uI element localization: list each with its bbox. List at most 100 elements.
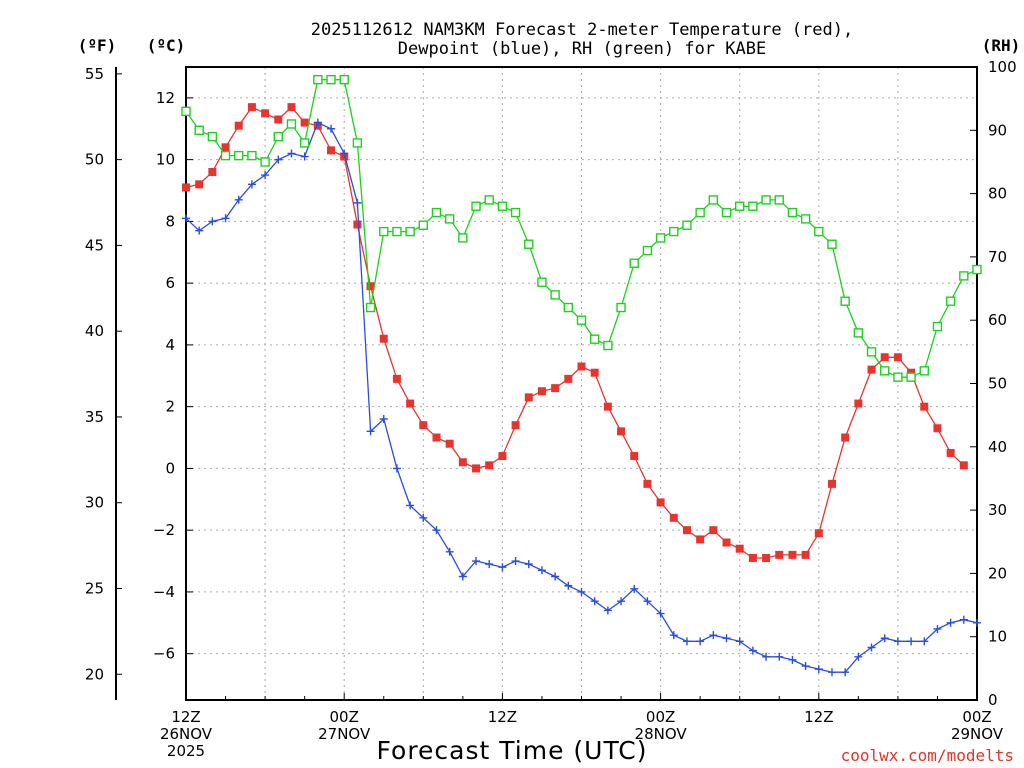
temperature-point bbox=[748, 553, 757, 562]
x-tick-label: 27NOV bbox=[318, 725, 371, 743]
rh-point bbox=[365, 302, 376, 313]
dewpoint-point bbox=[814, 665, 823, 674]
temperature-point bbox=[630, 452, 639, 461]
rh-point bbox=[589, 334, 600, 344]
temperature-point bbox=[498, 452, 507, 461]
x-tick-label: 12Z bbox=[804, 708, 833, 726]
temperature-point bbox=[458, 458, 467, 467]
rh-point bbox=[444, 214, 455, 224]
dewpoint-point bbox=[682, 637, 691, 646]
dewpoint-point bbox=[617, 597, 626, 606]
rh-point bbox=[932, 321, 943, 332]
celsius-tick-label: 6 bbox=[165, 274, 175, 292]
rh-point bbox=[880, 366, 890, 376]
temperature-point bbox=[709, 526, 718, 535]
dewpoint-point bbox=[775, 652, 784, 661]
celsius-tick-label: 8 bbox=[165, 212, 175, 230]
dewpoint-point bbox=[221, 214, 230, 223]
temperature-point bbox=[537, 387, 546, 396]
rh-point bbox=[537, 277, 547, 287]
temperature-point bbox=[603, 402, 612, 411]
rh-unit-label: (RH) bbox=[982, 36, 1021, 55]
celsius-tick-label: 12 bbox=[156, 89, 175, 107]
rh-point bbox=[326, 74, 336, 85]
dewpoint-point bbox=[379, 415, 388, 424]
rh-tick-label: 80 bbox=[988, 185, 1007, 203]
temperature-point bbox=[287, 103, 296, 112]
grid-lines bbox=[186, 67, 977, 700]
dewpoint-point bbox=[788, 655, 797, 664]
x-tick-label: 00Z bbox=[962, 708, 991, 726]
temperature-point bbox=[511, 421, 520, 430]
temperature-point bbox=[261, 109, 270, 118]
celsius-tick-label: −4 bbox=[153, 583, 175, 601]
data-series bbox=[181, 74, 982, 677]
dewpoint-point bbox=[458, 572, 467, 581]
rh-point bbox=[379, 226, 389, 237]
chart-title-line1: 2025112612 NAM3KM Forecast 2-meter Tempe… bbox=[311, 20, 853, 40]
rh-point bbox=[655, 233, 666, 243]
rh-tick-label: 40 bbox=[988, 438, 1007, 456]
dewpoint-point bbox=[656, 609, 665, 618]
dewpoint-point bbox=[498, 563, 507, 572]
rh-point bbox=[695, 207, 705, 218]
dewpoint-point bbox=[406, 501, 415, 510]
rh-point bbox=[510, 207, 521, 218]
temperature-point bbox=[669, 513, 678, 522]
fahrenheit-tick-label: 55 bbox=[85, 65, 104, 83]
dewpoint-point bbox=[590, 597, 599, 606]
temperature-point bbox=[893, 353, 902, 362]
rh-tick-label: 70 bbox=[988, 248, 1007, 266]
rh-point bbox=[945, 296, 956, 306]
temperature-point bbox=[485, 461, 494, 470]
temperature-point bbox=[656, 498, 665, 507]
rh-point bbox=[735, 201, 745, 211]
rh-point bbox=[339, 74, 349, 85]
dewpoint-point bbox=[287, 149, 296, 158]
dewpoint-point bbox=[603, 606, 612, 615]
dewpoint-point bbox=[577, 587, 586, 596]
temperature-point bbox=[814, 529, 823, 538]
temperature-point bbox=[432, 433, 441, 442]
dewpoint-point bbox=[735, 637, 744, 646]
rh-point bbox=[405, 226, 415, 237]
temperature-point bbox=[880, 353, 889, 362]
fahrenheit-unit-label: (ºF) bbox=[78, 36, 117, 55]
x-tick-label: 2025 bbox=[167, 742, 205, 760]
dewpoint-point bbox=[472, 557, 481, 566]
temperature-point bbox=[920, 402, 929, 411]
x-tick-label: 12Z bbox=[171, 708, 200, 726]
rh-point bbox=[972, 264, 982, 275]
rh-tick-label: 90 bbox=[988, 121, 1007, 139]
dewpoint-point bbox=[959, 615, 968, 624]
rh-point bbox=[576, 315, 587, 325]
temperature-point bbox=[867, 365, 876, 374]
dewpoint-point bbox=[445, 547, 454, 556]
dewpoint-point bbox=[827, 668, 836, 677]
celsius-tick-label: −6 bbox=[153, 645, 175, 663]
temperature-point bbox=[959, 461, 968, 470]
rh-point bbox=[629, 258, 639, 268]
temperature-point bbox=[827, 479, 836, 488]
temperature-point bbox=[564, 374, 573, 383]
rh-point bbox=[181, 106, 191, 117]
rh-tick-label: 0 bbox=[988, 691, 998, 709]
rh-point bbox=[708, 195, 719, 205]
dewpoint-point bbox=[946, 618, 955, 627]
temperature-point bbox=[392, 374, 401, 383]
rh-point bbox=[273, 131, 283, 142]
axes: 5550454035302520121086420−2−4−6100908070… bbox=[85, 58, 1017, 709]
rh-point bbox=[260, 157, 270, 167]
plot-frame bbox=[185, 66, 978, 701]
dewpoint-point bbox=[696, 637, 705, 646]
dewpoint-point bbox=[722, 634, 731, 643]
temperature-point bbox=[551, 384, 560, 393]
dewpoint-point bbox=[551, 572, 560, 581]
temperature-point bbox=[617, 427, 626, 436]
rh-point bbox=[603, 340, 613, 351]
rh-point bbox=[550, 290, 560, 300]
rh-point bbox=[840, 296, 850, 306]
temperature-line bbox=[185, 106, 965, 559]
celsius-tick-label: −2 bbox=[153, 521, 175, 539]
